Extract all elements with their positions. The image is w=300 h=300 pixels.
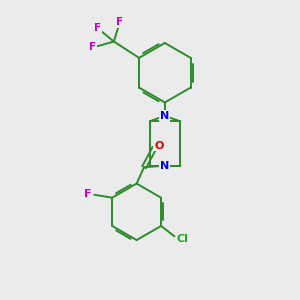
Text: F: F xyxy=(116,17,123,27)
Text: F: F xyxy=(89,43,97,52)
Text: O: O xyxy=(154,140,164,151)
Text: F: F xyxy=(84,189,92,199)
Text: Cl: Cl xyxy=(177,234,189,244)
Text: F: F xyxy=(94,23,101,33)
Text: N: N xyxy=(160,111,170,121)
Text: N: N xyxy=(160,161,170,171)
